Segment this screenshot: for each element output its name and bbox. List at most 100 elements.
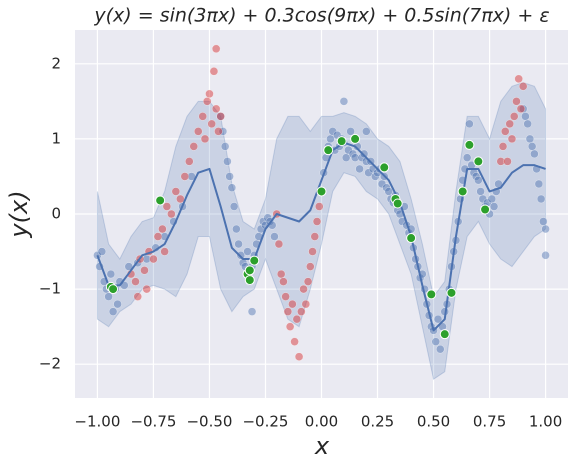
data-point <box>200 134 210 144</box>
data-point <box>106 269 116 279</box>
data-point <box>153 232 163 241</box>
data-point <box>346 127 355 136</box>
data-point <box>355 164 364 174</box>
training-point <box>108 284 119 295</box>
data-point <box>462 153 472 162</box>
data-point <box>503 157 512 166</box>
data-point <box>160 247 169 256</box>
data-point <box>530 149 539 159</box>
x-tick-label: −0.75 <box>130 413 176 431</box>
data-point <box>194 127 203 136</box>
data-point <box>229 202 239 211</box>
data-point <box>133 292 142 301</box>
training-point <box>323 145 334 156</box>
y-tick-label: 2 <box>51 54 61 72</box>
training-point <box>480 204 491 215</box>
training-point <box>446 287 457 298</box>
data-point <box>539 217 548 226</box>
data-point <box>211 104 221 114</box>
data-point <box>209 67 219 76</box>
data-point <box>541 251 550 260</box>
y-tick-label: −1 <box>39 280 61 298</box>
data-point <box>527 142 537 151</box>
data-point <box>534 179 544 189</box>
data-point <box>104 292 113 301</box>
training-point <box>244 275 255 286</box>
data-point <box>162 202 172 211</box>
data-point <box>501 127 510 136</box>
data-point <box>512 97 521 106</box>
data-point <box>474 175 483 185</box>
y-tick-label: −2 <box>39 355 61 373</box>
data-point <box>516 104 526 114</box>
data-point <box>299 284 308 294</box>
data-point <box>185 157 194 166</box>
data-point <box>523 119 532 129</box>
data-point <box>140 266 149 275</box>
training-point <box>336 136 347 147</box>
data-point <box>496 157 506 166</box>
data-point <box>232 224 241 234</box>
training-point <box>426 289 437 300</box>
data-point <box>176 194 185 204</box>
data-point <box>227 183 237 192</box>
x-tick-label: 1.00 <box>529 413 562 431</box>
data-point <box>189 142 199 151</box>
x-tick-label: −1.00 <box>74 413 120 431</box>
data-point <box>315 202 324 211</box>
confidence-band <box>96 82 547 381</box>
data-point <box>505 119 514 129</box>
data-point <box>436 344 445 354</box>
data-point <box>207 119 216 129</box>
data-point <box>487 194 497 204</box>
data-point <box>306 262 315 271</box>
data-point <box>211 44 221 54</box>
data-point <box>205 89 214 99</box>
training-point <box>406 233 417 244</box>
data-point <box>303 277 313 286</box>
data-point <box>158 224 167 234</box>
y-axis-label: y(x) <box>5 190 33 238</box>
training-point <box>473 156 484 167</box>
data-point <box>223 157 232 166</box>
data-point <box>285 322 295 331</box>
x-axis-label: x <box>314 432 330 460</box>
data-point <box>498 142 508 151</box>
x-tick-label: 0.50 <box>417 413 450 431</box>
data-point <box>149 254 158 264</box>
data-point <box>339 97 349 106</box>
data-point <box>247 307 257 316</box>
data-point <box>283 307 293 316</box>
data-point <box>525 134 535 144</box>
data-point <box>108 307 118 316</box>
data-point <box>489 202 499 211</box>
data-point <box>113 299 122 309</box>
data-point <box>180 172 190 181</box>
data-point <box>167 209 176 219</box>
data-point <box>97 247 107 256</box>
data-point <box>541 224 550 234</box>
chart-title: y(x) = sin(3πx) + 0.3cos(9πx) + 0.5sin(7… <box>93 5 549 27</box>
data-point <box>279 277 288 286</box>
data-point <box>433 314 443 324</box>
data-point <box>476 187 485 196</box>
data-point <box>274 239 284 249</box>
data-point <box>243 247 252 256</box>
data-point <box>281 292 290 301</box>
training-point <box>350 133 361 144</box>
data-point <box>234 239 243 249</box>
data-point <box>270 232 279 241</box>
data-point <box>297 307 306 316</box>
data-point <box>518 82 528 91</box>
training-point <box>249 255 260 266</box>
data-point <box>216 112 225 121</box>
data-point <box>218 127 228 136</box>
data-point <box>521 112 530 121</box>
data-point <box>514 74 523 84</box>
data-point <box>294 352 304 361</box>
data-point <box>362 127 371 136</box>
data-point <box>301 299 311 309</box>
x-tick-label: 0.25 <box>361 413 394 431</box>
training-point <box>244 265 255 276</box>
data-point <box>536 194 546 204</box>
